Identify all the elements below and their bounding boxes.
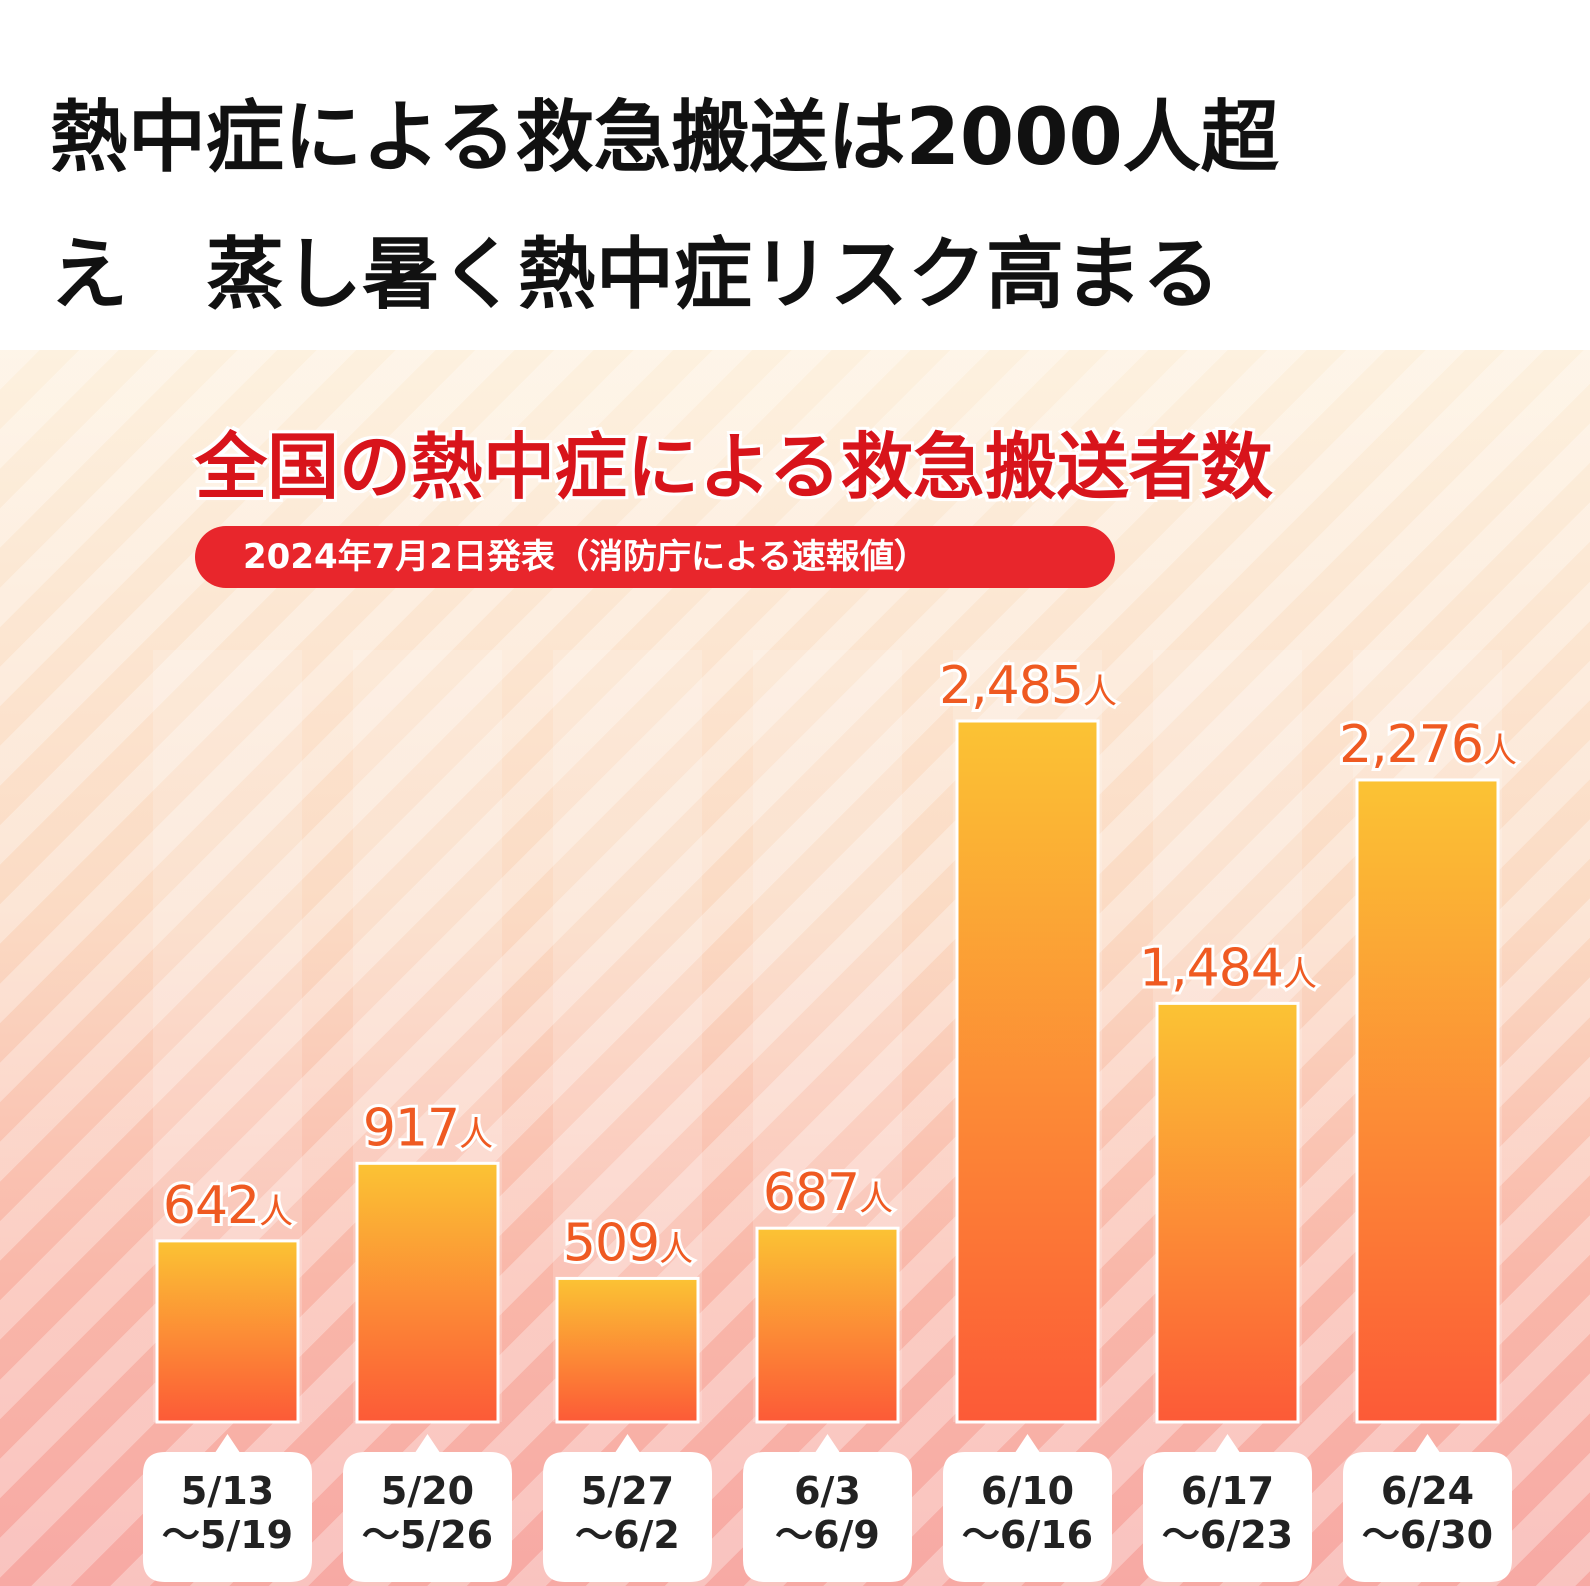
value-number: 2,276	[1339, 715, 1483, 775]
category-bubble	[943, 1434, 1112, 1582]
category-bubble	[1143, 1434, 1312, 1582]
value-number: 687	[763, 1163, 859, 1223]
bar	[955, 719, 1100, 1424]
headline-line-2: え 蒸し暑く熱中症リスク高まる	[50, 230, 1221, 320]
value-unit: 人	[659, 1229, 692, 1269]
bar	[155, 1239, 300, 1424]
category-label: 〜6/9	[775, 1513, 880, 1557]
category-label: 6/3	[794, 1469, 861, 1513]
bar	[355, 1161, 500, 1424]
value-label: 2,485人	[939, 656, 1116, 716]
bar	[755, 1226, 900, 1424]
category-label: 6/10	[981, 1469, 1074, 1513]
category-label: 〜5/19	[162, 1513, 293, 1557]
value-label: 509人	[563, 1213, 692, 1273]
category-bubble	[1343, 1434, 1512, 1582]
category-label: 5/13	[181, 1469, 274, 1513]
category-label: 5/27	[581, 1469, 674, 1513]
chart-panel: 642人 5/13 〜5/19 917人 5/20 〜5/26 509人 5/27 〜6/2 68…	[0, 350, 1590, 1586]
value-number: 2,485	[939, 656, 1083, 716]
category-bubble	[743, 1434, 912, 1582]
value-label: 2,276人	[1339, 715, 1516, 775]
value-number: 642	[163, 1176, 259, 1236]
value-number: 509	[563, 1213, 659, 1273]
category-bubble	[343, 1434, 512, 1582]
value-unit: 人	[1083, 672, 1116, 712]
value-number: 1,484	[1139, 938, 1283, 998]
value-label: 642人	[163, 1176, 292, 1236]
category-label: 〜6/30	[1362, 1513, 1493, 1557]
category-bubble	[143, 1434, 312, 1582]
value-unit: 人	[1283, 954, 1316, 994]
category-label: 6/17	[1181, 1469, 1274, 1513]
category-label: 〜5/26	[362, 1513, 493, 1557]
value-label: 687人	[763, 1163, 892, 1223]
value-unit: 人	[859, 1179, 892, 1219]
value-label: 1,484人	[1139, 938, 1316, 998]
headline: 熱中症による救急搬送は2000人超 え 蒸し暑く熱中症リスク高まる	[50, 70, 1550, 344]
value-number: 917	[363, 1098, 459, 1158]
value-unit: 人	[259, 1192, 292, 1232]
category-label: 6/24	[1381, 1469, 1474, 1513]
bar-chart: 642人5/13〜5/19917人5/20〜5/26509人5/27〜6/268…	[143, 650, 1520, 1582]
chart-title: 全国の熱中症による救急搬送者数	[195, 425, 1273, 509]
source-badge: 2024年7月2日発表（消防庁による速報値）	[195, 526, 1115, 588]
value-label: 917人	[363, 1098, 492, 1158]
headline-line-1: 熱中症による救急搬送は2000人超	[50, 93, 1279, 183]
value-unit: 人	[1483, 731, 1516, 771]
bar	[555, 1276, 700, 1424]
bar	[1355, 778, 1500, 1424]
category-label: 5/20	[381, 1469, 474, 1513]
category-label: 〜6/2	[575, 1513, 680, 1557]
category-label: 〜6/16	[962, 1513, 1093, 1557]
bar	[1155, 1001, 1300, 1424]
category-label: 〜6/23	[1162, 1513, 1293, 1557]
category-bubble	[543, 1434, 712, 1582]
value-unit: 人	[459, 1114, 492, 1154]
